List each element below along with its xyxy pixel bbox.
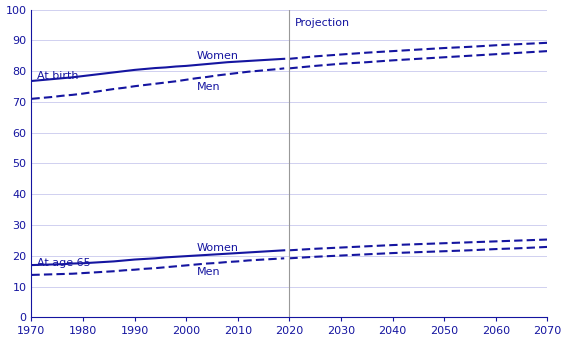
Text: Women: Women [197,243,239,253]
Text: Men: Men [197,267,220,277]
Text: Men: Men [197,82,220,92]
Text: Women: Women [197,51,239,61]
Text: At birth: At birth [37,71,78,81]
Text: At age 65: At age 65 [37,258,90,268]
Text: Projection: Projection [294,18,350,28]
